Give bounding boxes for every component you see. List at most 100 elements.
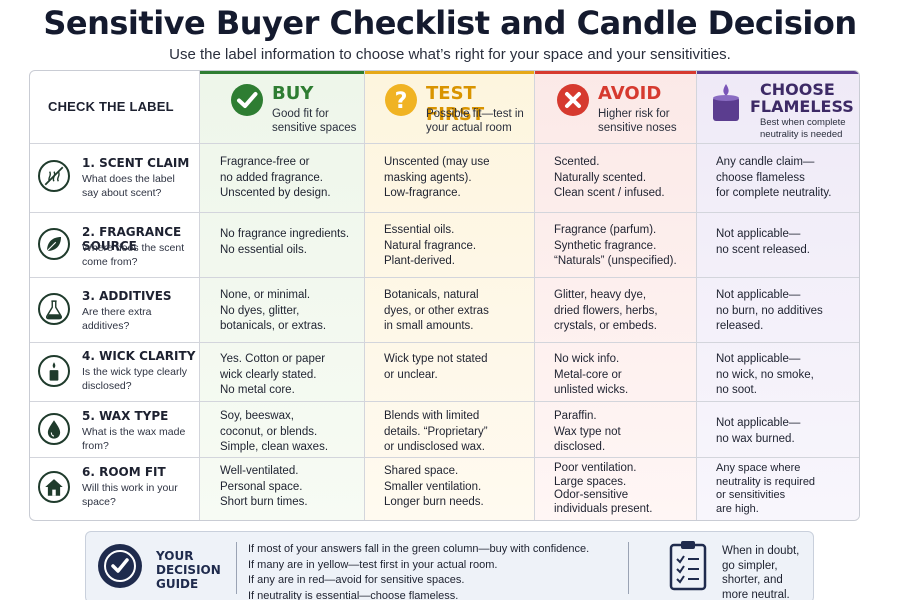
x-circle-icon	[557, 84, 589, 116]
page-title: Sensitive Buyer Checklist and Candle Dec…	[43, 4, 857, 42]
flameless-accent-bar	[696, 71, 859, 74]
cell-test: Essential oils. Natural fragrance. Plant…	[384, 224, 477, 267]
row-room-fit: 6. ROOM FIT Will this work in your space…	[30, 457, 199, 520]
buy-accent-bar	[199, 71, 364, 74]
page-subtitle: Use the label information to choose what…	[169, 46, 731, 63]
row-question: Is the wick type clearly disclosed?	[82, 366, 188, 392]
buy-column-header: BUY Good fit for sensitive spaces	[230, 79, 360, 145]
cell-buy: Yes. Cotton or paper wick clearly stated…	[220, 353, 326, 396]
cell-flameless: Not applicable— no wick, no smoke, no so…	[716, 353, 814, 396]
test-subtitle-line-2: your actual room	[426, 122, 512, 134]
test-subtitle-line-1: Possible fit—test in	[426, 108, 524, 120]
avoid-column-header: AVOID Higher risk for sensitive noses	[556, 79, 691, 145]
cell-buy: Well-ventilated. Personal space. Short b…	[220, 465, 308, 508]
cell-test: Wick type not stated or unclear.	[384, 353, 488, 381]
cell-test: Blends with limited details. “Proprietar…	[384, 410, 488, 453]
cell-test: Botanicals, natural dyes, or other extra…	[384, 289, 489, 332]
row-divider	[30, 342, 859, 343]
decision-guide: YOUR DECISION GUIDE If most of your answ…	[85, 531, 814, 600]
buy-column-background	[199, 71, 364, 520]
avoid-accent-bar	[534, 71, 696, 74]
row-question: What does the label say about scent?	[82, 173, 175, 199]
row-divider	[30, 143, 859, 144]
buy-subtitle-line-1: Good fit for	[272, 108, 329, 120]
row-title: 1. SCENT CLAIM	[82, 156, 190, 170]
guide-line-flameless: If neutrality is essential—choose flamel…	[248, 589, 459, 600]
cell-buy: Soy, beeswax, coconut, or blends. Simple…	[220, 410, 329, 453]
cell-test: Unscented (may use masking agents). Low-…	[384, 156, 490, 199]
cell-avoid: Fragrance (parfum). Synthetic fragrance.…	[554, 224, 677, 267]
column-divider	[199, 71, 200, 520]
row-divider	[30, 277, 859, 278]
guide-line-green: If most of your answers fall in the gree…	[248, 543, 590, 555]
buy-subtitle: Good fit for sensitive spaces	[272, 107, 356, 135]
row-question: Are there extra additives?	[82, 306, 152, 332]
guide-tip: When in doubt, go simpler, shorter, and …	[722, 545, 800, 600]
cell-buy: No fragrance ingredients. No essential o…	[220, 228, 350, 256]
avoid-subtitle-line-1: Higher risk for	[598, 108, 670, 120]
flameless-column-header: CHOOSE FLAMELESS Best when complete neut…	[710, 79, 858, 145]
row-divider	[30, 212, 859, 213]
decision-guide-lines: If most of your answers fall in the gree…	[248, 542, 589, 600]
row-divider	[30, 401, 859, 402]
row-wax-type: 5. WAX TYPE What is the wax made from?	[30, 401, 199, 457]
avoid-column-background	[534, 71, 696, 520]
buy-subtitle-line-2: sensitive spaces	[272, 122, 357, 134]
cell-flameless: Any space where neutrality is required o…	[716, 462, 816, 515]
cell-avoid: No wick info. Metal-core or unlisted wic…	[554, 353, 629, 396]
leaf-icon	[38, 228, 70, 260]
wax-drop-icon	[38, 413, 70, 445]
avoid-subtitle: Higher risk for sensitive noses	[598, 107, 677, 135]
check-the-label-header: CHECK THE LABEL	[48, 99, 174, 114]
cell-buy: Fragrance-free or no added fragrance. Un…	[220, 156, 331, 199]
flameless-subtitle-line-2: neutrality is needed	[760, 129, 843, 140]
row-divider	[30, 457, 859, 458]
flameless-column-background	[696, 71, 859, 520]
decision-guide-title: YOUR DECISION GUIDE	[156, 549, 221, 591]
candle-wick-icon	[38, 355, 70, 387]
cell-avoid: Scented. Naturally scented. Clean scent …	[554, 156, 665, 199]
test-column-header: ? TEST FIRST Possible fit—test in your a…	[384, 79, 529, 145]
row-question: Where does the scent come from?	[82, 242, 185, 268]
house-icon	[38, 471, 70, 503]
row-additives: 3. ADDITIVES Are there extra additives?	[30, 277, 199, 342]
row-scent-claim: 1. SCENT CLAIM What does the label say a…	[30, 143, 199, 212]
column-divider	[364, 71, 365, 520]
cell-flameless: Not applicable— no burn, no additives re…	[716, 289, 823, 332]
cell-flameless: Not applicable— no scent released.	[716, 228, 810, 256]
flameless-title-line-1: CHOOSE	[760, 80, 835, 99]
test-column-background	[364, 71, 534, 520]
checklist-table: CHECK THE LABEL BUY Good fit for sensiti…	[29, 70, 860, 521]
column-divider	[696, 71, 697, 520]
question-circle-icon: ?	[385, 84, 417, 116]
flask-icon	[38, 293, 70, 325]
row-wick-clarity: 4. WICK CLARITY Is the wick type clearly…	[30, 342, 199, 401]
flameless-title: CHOOSE FLAMELESS	[750, 81, 854, 115]
flameless-title-line-2: FLAMELESS	[750, 97, 854, 116]
column-divider	[534, 71, 535, 520]
row-question: What is the wax made from?	[82, 426, 186, 452]
row-title: 2. FRAGRANCE SOURCE	[82, 225, 182, 253]
cell-avoid: Glitter, heavy dye, dried flowers, herbs…	[554, 289, 658, 332]
row-title: 4. WICK CLARITY	[82, 349, 196, 363]
check-circle-icon	[98, 544, 142, 588]
clipboard-checklist-icon	[669, 541, 707, 591]
test-title: TEST FIRST	[426, 83, 485, 125]
test-accent-bar	[364, 71, 534, 74]
cell-avoid: Paraffin. Wax type not disclosed.	[554, 410, 621, 453]
row-title: 3. ADDITIVES	[82, 289, 172, 303]
guide-line-yellow: If many are in yellow—test first in your…	[248, 558, 498, 571]
svg-text:?: ?	[395, 89, 408, 114]
guide-divider	[236, 542, 237, 594]
guide-line-red: If any are in red—avoid for sensitive sp…	[248, 574, 465, 586]
row-title: 6. ROOM FIT	[82, 465, 166, 479]
row-question: Will this work in your space?	[82, 482, 178, 508]
avoid-subtitle-line-2: sensitive noses	[598, 122, 677, 134]
test-subtitle: Possible fit—test in your actual room	[426, 107, 524, 135]
buy-title: BUY	[272, 83, 314, 104]
cell-flameless: Any candle claim— choose flameless for c…	[716, 156, 832, 199]
check-circle-icon	[231, 84, 263, 116]
flameless-subtitle: Best when complete neutrality is needed	[760, 117, 846, 141]
no-scent-icon	[38, 160, 70, 192]
guide-divider	[628, 542, 629, 594]
